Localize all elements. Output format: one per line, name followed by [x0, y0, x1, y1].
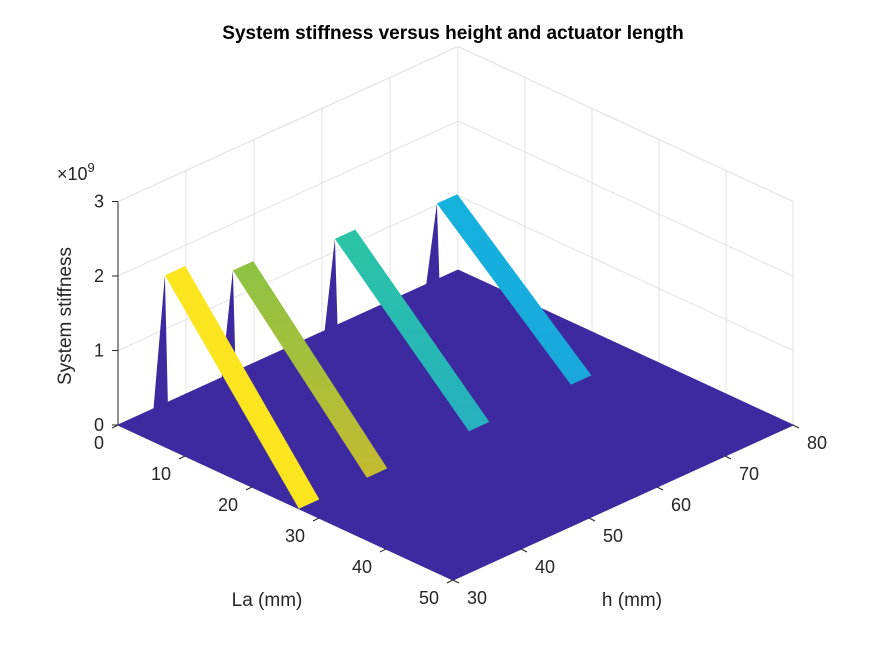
y-tick-label: 40: [535, 557, 555, 577]
grid-line: [117, 45, 794, 202]
z-tick-label: 3: [94, 192, 104, 212]
x-tick-mark: [379, 548, 387, 553]
y-tick-mark: [520, 548, 528, 553]
peak-shadow: [151, 275, 169, 449]
y-tick-mark: [452, 579, 460, 584]
peak-shadow: [321, 238, 339, 372]
y-tick-mark: [656, 486, 664, 491]
peak-face: [334, 229, 490, 432]
x-tick-label: 30: [285, 526, 305, 546]
y-tick-mark: [588, 517, 596, 522]
y-tick-label: 70: [739, 464, 759, 484]
y-axis-label: h (mm): [602, 590, 662, 611]
peak-face: [436, 194, 592, 385]
x-tick-label: 10: [151, 464, 171, 484]
z-axis-label: System stiffness: [55, 247, 76, 385]
z-multiplier-base: ×10: [57, 164, 88, 184]
z-multiplier: ×109: [57, 160, 95, 184]
x-axis-label: La (mm): [232, 590, 303, 611]
x-tick-label: 0: [94, 433, 104, 453]
x-tick-mark: [245, 486, 253, 491]
z-tick-label: 2: [94, 266, 104, 286]
y-tick-label: 60: [671, 495, 691, 515]
y-tick-mark: [792, 424, 800, 429]
x-tick-label: 40: [352, 557, 372, 577]
grid-line: [117, 45, 794, 202]
x-tick-mark: [178, 455, 186, 460]
x-tick-label: 20: [218, 495, 238, 515]
grid-line: [117, 120, 794, 277]
y-tick-label: 50: [603, 526, 623, 546]
x-tick-mark: [446, 579, 454, 584]
x-tick-mark: [312, 517, 320, 522]
surface-base: [116, 269, 795, 581]
x-tick-label: 50: [419, 588, 439, 608]
y-tick-label: 80: [807, 433, 827, 453]
z-tick-label: 0: [94, 415, 104, 435]
z-multiplier-exponent: 9: [88, 160, 95, 175]
peak-shadow: [423, 203, 441, 325]
y-tick-label: 30: [467, 588, 487, 608]
peak-face: [232, 261, 388, 478]
peak-face: [164, 266, 320, 509]
surface: [116, 194, 795, 581]
chart-title: System stiffness versus height and actua…: [222, 23, 683, 44]
z-tick-label: 1: [94, 341, 104, 361]
y-tick-mark: [724, 455, 732, 460]
